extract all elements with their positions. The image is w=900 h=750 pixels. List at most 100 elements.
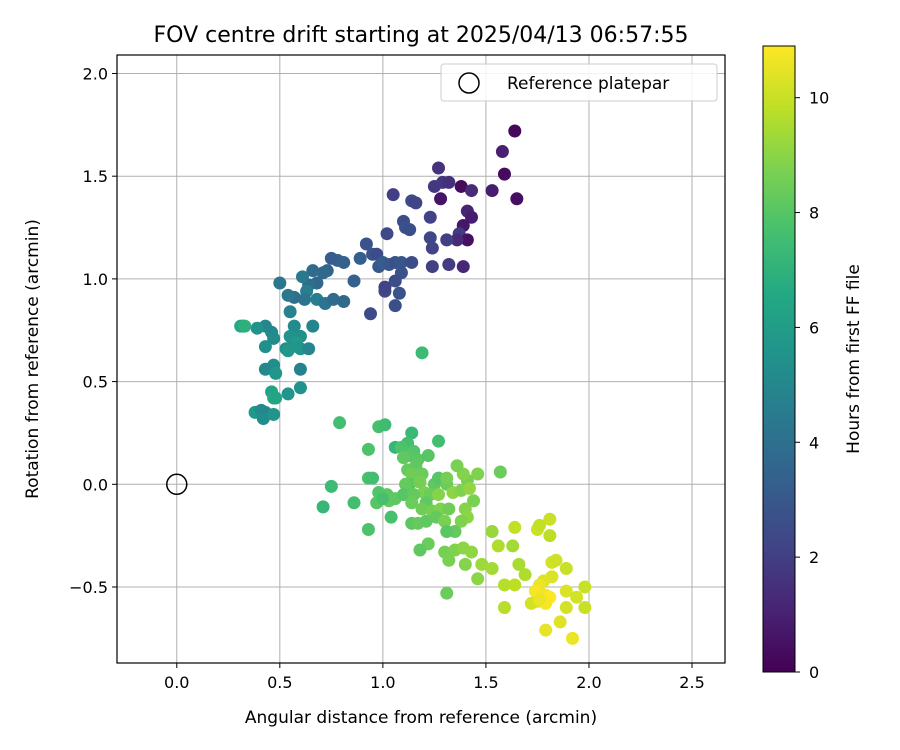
data-point (293, 362, 307, 376)
data-point (432, 488, 446, 502)
data-point (394, 440, 408, 454)
data-point (378, 280, 392, 294)
data-point (539, 623, 553, 637)
data-point (269, 366, 283, 380)
data-point (413, 543, 427, 557)
data-point (497, 167, 511, 181)
legend-reference-marker (458, 72, 480, 94)
y-tick-label: 2.0 (83, 64, 108, 83)
data-point (405, 496, 419, 510)
y-axis-label: Rotation from reference (arcmin) (23, 219, 43, 499)
data-point (510, 192, 524, 206)
data-point (361, 522, 375, 536)
data-point (440, 525, 454, 539)
reference-marker-layer (166, 473, 188, 496)
data-point (306, 264, 320, 278)
data-point (518, 568, 532, 582)
data-point (273, 276, 287, 290)
data-point (427, 179, 441, 193)
x-axis-ticks: 0.0 0.5 1.0 1.5 2.0 2.5 (164, 663, 705, 692)
data-point (442, 553, 456, 567)
data-point (256, 412, 270, 426)
data-point (493, 465, 507, 479)
y-tick-label: 1.0 (83, 270, 108, 289)
data-point (533, 518, 547, 532)
x-tick-label: 0.5 (267, 673, 292, 692)
data-point (258, 340, 272, 354)
data-point (549, 553, 563, 567)
colorbar-tick-label: 4 (809, 433, 819, 452)
colorbar-gradient (762, 45, 796, 673)
data-point (388, 299, 402, 313)
x-tick-label: 2.0 (576, 673, 601, 692)
data-point (413, 475, 427, 489)
data-point (497, 601, 511, 615)
data-point (495, 145, 509, 159)
y-axis-ticks: −0.5 0.0 0.5 1.0 1.5 2.0 (69, 64, 117, 597)
data-point (415, 346, 429, 360)
x-tick-label: 2.5 (679, 673, 704, 692)
data-point (306, 319, 320, 333)
data-point (287, 319, 301, 333)
data-point (450, 233, 464, 247)
data-point (471, 467, 485, 481)
data-point (543, 512, 557, 526)
data-point (559, 601, 573, 615)
data-point (415, 502, 429, 516)
data-point (283, 305, 297, 319)
data-point (456, 260, 470, 274)
colorbar-tick-label: 2 (809, 548, 819, 567)
data-point (423, 210, 437, 224)
data-point (464, 545, 478, 559)
data-point (475, 557, 489, 571)
y-tick-label: 1.5 (83, 167, 108, 186)
data-point (326, 292, 340, 306)
data-point (409, 196, 423, 210)
x-tick-label: 1.0 (370, 673, 395, 692)
data-point (376, 492, 390, 506)
data-point (565, 631, 579, 645)
data-point (440, 586, 454, 600)
data-point (485, 525, 499, 539)
data-point (559, 584, 573, 598)
data-point (324, 251, 338, 265)
data-point (462, 481, 476, 495)
data-point (267, 331, 281, 345)
data-point (458, 557, 472, 571)
data-point (440, 233, 454, 247)
y-tick-label: 0.0 (83, 475, 108, 494)
data-point (423, 231, 437, 245)
colorbar-tick-label: 8 (809, 204, 819, 223)
data-point (324, 479, 338, 493)
data-point (353, 251, 367, 265)
data-point (460, 233, 474, 247)
data-point (432, 434, 446, 448)
data-point (419, 514, 433, 528)
data-point (258, 362, 272, 376)
legend-entry-label: Reference platepar (507, 74, 669, 94)
data-point (347, 274, 361, 288)
data-point (380, 227, 394, 241)
data-point (464, 210, 478, 224)
colorbar-label: Hours from first FF file (844, 264, 864, 454)
data-point (293, 381, 307, 395)
x-axis-label: Angular distance from reference (arcmin) (245, 708, 597, 728)
colorbar-tick-label: 6 (809, 318, 819, 337)
data-point (366, 471, 380, 485)
data-point (238, 319, 252, 333)
data-point (378, 418, 392, 432)
y-tick-label: −0.5 (69, 578, 108, 597)
data-point (570, 590, 584, 604)
data-point (394, 255, 408, 269)
data-point (508, 520, 522, 534)
data-point (438, 514, 452, 528)
colorbar-tick-label: 10 (809, 89, 829, 108)
data-point (364, 307, 378, 321)
data-point (405, 426, 419, 440)
data-point (425, 260, 439, 274)
data-point (467, 494, 481, 508)
data-point (434, 192, 448, 206)
data-point (508, 578, 522, 592)
data-point (512, 557, 526, 571)
